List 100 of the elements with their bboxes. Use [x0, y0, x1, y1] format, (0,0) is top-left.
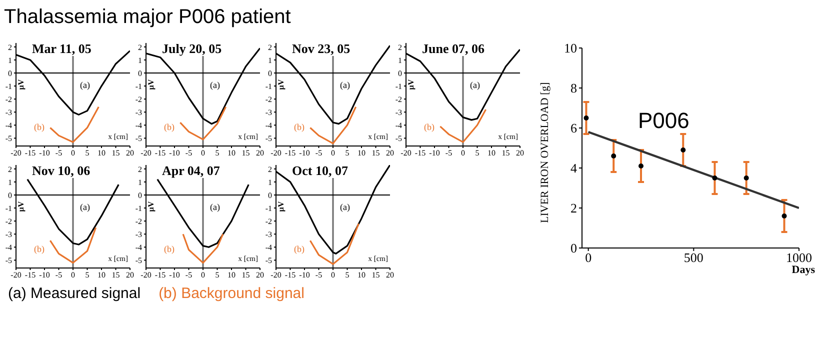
- chart-subtitle: Mar 11, 05: [32, 41, 92, 56]
- x-tick-label: 0: [461, 148, 465, 158]
- x-tick-label: 20: [516, 148, 524, 158]
- x-tick-label: -20: [270, 270, 282, 280]
- x-tick-label: 15: [242, 148, 250, 158]
- x-tick-label: -15: [284, 148, 296, 158]
- x-tick-label: -20: [270, 148, 282, 158]
- x-tick-label: -15: [284, 270, 296, 280]
- y-tick-label: -2: [5, 94, 12, 104]
- y-axis-title: µV: [406, 79, 416, 90]
- y-tick-label: 6: [570, 120, 578, 136]
- chart-subtitle: Oct 10, 07: [292, 163, 348, 178]
- annotation: (b): [164, 122, 174, 132]
- x-tick-label: -10: [169, 270, 180, 280]
- y-tick-label: 1: [398, 56, 402, 65]
- chart-subtitle: Nov 23, 05: [292, 41, 350, 56]
- text: (b) Background signal: [158, 285, 304, 302]
- y-tick-label: -4: [5, 242, 12, 252]
- x-tick-label: 500: [684, 250, 704, 266]
- y-tick-label: 0: [8, 68, 12, 78]
- y-tick-label: 1: [268, 56, 272, 65]
- annotation: (b): [424, 122, 434, 132]
- y-tick-label: -2: [395, 94, 402, 104]
- x-tick-label: 15: [372, 270, 380, 280]
- x-tick-label: -15: [154, 270, 166, 280]
- chart-subtitle: Apr 04, 07: [162, 163, 220, 178]
- x-tick-label: -10: [169, 148, 180, 158]
- y-tick-label: -5: [135, 134, 142, 144]
- y-tick-label: -2: [135, 94, 142, 104]
- x-tick-label: 0: [71, 270, 75, 280]
- x-tick-label: 10: [358, 148, 366, 158]
- x-tick-label: -15: [154, 148, 166, 158]
- x-tick-label: 5: [345, 148, 350, 158]
- x-tick-label: 0: [585, 250, 592, 266]
- y-tick-label: 1: [8, 178, 12, 187]
- y-tick-label: -4: [265, 120, 272, 130]
- y-tick-label: 2: [570, 200, 577, 216]
- y-tick-label: -3: [265, 108, 272, 117]
- chart-subtitle: July 20, 05: [162, 41, 222, 56]
- y-tick-label: -1: [5, 82, 12, 91]
- x-tick-label: -5: [185, 148, 192, 158]
- x-tick-label: -10: [429, 148, 440, 158]
- x-tick-label: 0: [331, 270, 335, 280]
- x-tick-label: 15: [502, 148, 510, 158]
- y-tick-label: 2: [8, 164, 12, 174]
- annotation: (a): [210, 80, 220, 90]
- x-tick-label: 5: [345, 270, 350, 280]
- y-tick-label: 2: [398, 42, 402, 52]
- x-tick-label: 15: [112, 270, 120, 280]
- x-tick-label: 5: [85, 148, 90, 158]
- x-tick-label: -15: [24, 270, 36, 280]
- x-tick-label: 10: [358, 270, 366, 280]
- y-tick-label: 8: [570, 80, 577, 96]
- y-tick-label: 2: [8, 42, 12, 52]
- y-tick-label: -5: [395, 134, 402, 144]
- y-tick-label: -3: [395, 108, 402, 117]
- y-tick-label: 0: [268, 190, 272, 200]
- y-tick-label: 0: [570, 240, 577, 256]
- y-tick-label: 10: [564, 40, 577, 56]
- y-tick-label: -1: [135, 82, 142, 91]
- x-tick-label: 0: [201, 270, 205, 280]
- y-tick-label: 2: [138, 164, 142, 174]
- x-tick-label: -15: [414, 148, 426, 158]
- x-tick-label: 20: [386, 148, 394, 158]
- x-tick-label: 10: [228, 148, 236, 158]
- x-tick-label: 5: [85, 270, 90, 280]
- annotation: (a): [210, 202, 220, 212]
- y-tick-label: 1: [138, 56, 142, 65]
- y-tick-label: -4: [135, 120, 142, 130]
- annotation: (b): [34, 122, 44, 132]
- chart-subtitle: Nov 10, 06: [32, 163, 90, 178]
- y-tick-label: -1: [5, 204, 12, 213]
- x-tick-label: -5: [315, 148, 322, 158]
- x-tick-label: 5: [215, 270, 220, 280]
- x-tick-label: 15: [372, 148, 380, 158]
- x-tick-label: -20: [140, 270, 152, 280]
- y-tick-label: 0: [8, 190, 12, 200]
- y-tick-label: -3: [135, 108, 142, 117]
- x-tick-label: 0: [201, 148, 205, 158]
- y-tick-label: 0: [268, 68, 272, 78]
- x-tick-label: 20: [256, 270, 264, 280]
- y-axis-title: µV: [16, 201, 26, 212]
- x-tick-label: 0: [71, 148, 75, 158]
- y-tick-label: -1: [265, 82, 272, 91]
- y-tick-label: -2: [5, 216, 12, 226]
- x-tick-label: 20: [126, 148, 134, 158]
- x-tick-label: 0: [331, 148, 335, 158]
- x-tick-label: -20: [400, 148, 412, 158]
- y-tick-label: -3: [5, 108, 12, 117]
- y-tick-label: -1: [265, 204, 272, 213]
- y-axis-title: µV: [16, 79, 26, 90]
- x-tick-label: -5: [185, 270, 192, 280]
- text: (a) Measured signal: [8, 285, 141, 302]
- y-tick-label: -4: [265, 242, 272, 252]
- y-tick-label: -5: [5, 134, 12, 144]
- y-tick-label: -1: [135, 204, 142, 213]
- y-tick-label: -3: [135, 230, 142, 239]
- annotation: (a): [470, 80, 480, 90]
- x-tick-label: -10: [39, 148, 50, 158]
- y-tick-label: -2: [265, 94, 272, 104]
